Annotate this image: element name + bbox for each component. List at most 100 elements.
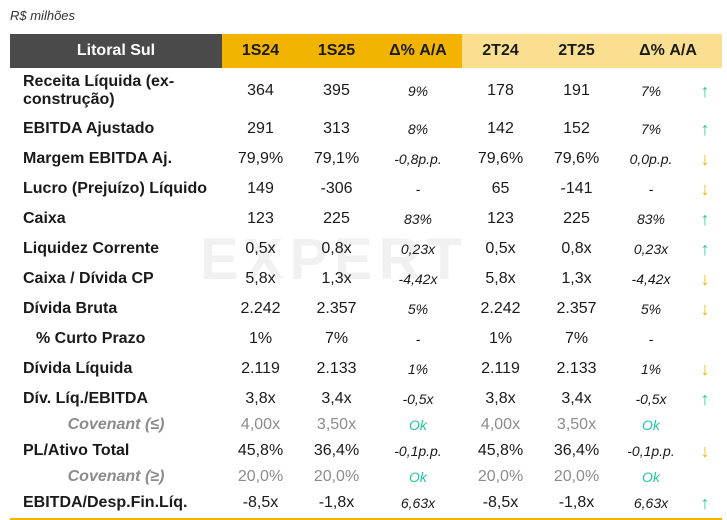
delta-cell: 1% [640,361,662,377]
value-cell: 123 [247,210,274,227]
value-cell: 2.242 [480,300,521,317]
delta-cell: 7% [640,83,662,99]
value-cell: 79,9% [237,150,284,167]
table-row: Dívida Bruta 2.242 2.357 5% 2.242 2.357 5% ↓ [10,294,722,324]
value-cell: 2.357 [556,300,597,317]
value-cell: -8,5x [222,488,299,520]
value-cell: 2.242 [240,300,281,317]
delta-cell: - [648,181,654,197]
delta-cell: Ok [642,469,660,485]
delta-cell: 6,63x [614,488,688,520]
delta-cell: - [415,181,421,197]
table-row: EBITDA/Desp.Fin.Líq. -8,5x -1,8x 6,63x -8,5x… [10,488,723,520]
value-cell: 36,4% [553,442,600,459]
table-row: Receita Líquida (ex-construção) 364 395 9% 1… [10,68,722,114]
table-row: PL/Ativo Total 45,8% 36,4% -0,1p.p. 45,8% 36,… [10,436,722,466]
header-company: Litoral Sul [10,34,222,68]
table-row: Liquidez Corrente 0,5x 0,8x 0,23x 0,5x 0,8x 0,… [10,234,722,264]
row-label: Caixa [23,210,66,227]
row-label: Receita Líquida (ex-construção) [23,73,175,108]
trend-down-arrow-icon: ↓ [700,268,710,289]
delta-cell: - [415,331,421,347]
table-row: Covenant (≥) 20,0% 20,0% Ok 20,0% 20,0% Ok [10,466,722,488]
delta-cell: Ok [409,417,427,433]
delta-cell: -0,1p.p. [394,443,442,459]
row-label: Caixa / Dívida CP [23,270,154,287]
value-cell: 225 [323,210,350,227]
value-cell: 0,5x [245,240,276,257]
value-cell: 178 [487,82,514,99]
table-row: Covenant (≤) 4,00x 3,50x Ok 4,00x 3,50x Ok [10,414,722,436]
value-cell: 7% [324,330,349,347]
delta-cell: 83% [636,211,666,227]
table-row: EBITDA Ajustado 291 313 8% 142 152 7% ↑ [10,114,722,144]
unit-label: R$ milhões [10,8,76,23]
value-cell: 20,0% [553,468,600,485]
value-cell: 364 [247,82,274,99]
value-cell: 79,6% [477,150,524,167]
value-cell: 20,0% [237,468,284,485]
delta-cell: 9% [407,83,429,99]
value-cell: -1,8x [299,488,374,520]
table-row: Margem EBITDA Aj. 79,9% 79,1% -0,8p.p. 79,6%… [10,144,722,174]
row-label: Margem EBITDA Aj. [23,150,173,167]
trend-down-arrow-icon: ↓ [700,440,710,461]
value-cell: 7% [564,330,589,347]
header-1s24: 1S24 [222,34,299,68]
delta-cell: 6,63x [374,488,462,520]
value-cell: 313 [323,120,350,137]
value-cell: 191 [563,82,590,99]
value-cell: 3,8x [245,390,276,407]
trend-up-arrow-icon: ↑ [700,208,710,229]
value-cell: 2.119 [481,360,520,377]
trend-empty-cell [688,414,722,436]
delta-cell: 8% [407,121,429,137]
value-cell: 1,3x [321,270,352,287]
delta-cell: 1% [407,361,429,377]
row-label: Dívida Líquida [23,360,133,377]
value-cell: 4,00x [480,416,521,433]
header-row: Litoral Sul 1S24 1S25 Δ% A/A 2T24 2T25 Δ… [10,34,723,68]
row-label: Lucro (Prejuízo) Líquido [23,180,207,197]
value-cell: -306 [320,180,353,197]
value-cell: 5,8x [245,270,276,287]
table-row: Dív. Líq./EBITDA 3,8x 3,4x -0,5x 3,8x 3,4x -0,… [10,384,722,414]
table-row: Dívida Líquida 2.119 2.133 1% 2.119 2.133 1% ↓ [10,354,722,384]
value-cell: 5,8x [485,270,516,287]
table-row: Lucro (Prejuízo) Líquido 149 -306 - 65 -141 - ↓ [10,174,722,204]
value-cell: 45,8% [477,442,524,459]
watermark-logo: EXPERT [200,227,469,292]
delta-cell: -4,42x [631,271,671,287]
delta-cell: 0,0p.p. [629,151,673,167]
value-cell: -141 [560,180,593,197]
trend-empty-cell [688,324,722,354]
header-delta-quarter: Δ% A/A [614,34,723,68]
trend-up-arrow-icon: ↑ [700,388,710,409]
header-1s25: 1S25 [299,34,374,68]
delta-cell: 5% [407,301,429,317]
trend-down-arrow-icon: ↓ [700,178,710,199]
value-cell: 225 [563,210,590,227]
value-cell: -1,8x [539,488,614,520]
value-cell: 45,8% [237,442,284,459]
trend-empty-cell [688,466,722,488]
value-cell: 65 [491,180,510,197]
row-label: Dívida Bruta [23,300,118,317]
delta-cell: 7% [640,121,662,137]
value-cell: 291 [247,120,274,137]
value-cell: 2.119 [241,360,280,377]
trend-down-arrow-icon: ↓ [700,358,710,379]
value-cell: 0,5x [485,240,516,257]
value-cell: 3,4x [561,390,592,407]
value-cell: 2.357 [316,300,357,317]
row-label: Covenant (≥) [67,468,165,485]
row-label: PL/Ativo Total [23,442,130,459]
trend-down-arrow-icon: ↓ [700,148,710,169]
value-cell: 142 [487,120,514,137]
trend-up-arrow-icon: ↑ [700,238,710,259]
value-cell: 0,8x [561,240,592,257]
value-cell: 0,8x [321,240,352,257]
value-cell: 152 [563,120,590,137]
value-cell: 79,1% [313,150,360,167]
value-cell: 3,4x [321,390,352,407]
